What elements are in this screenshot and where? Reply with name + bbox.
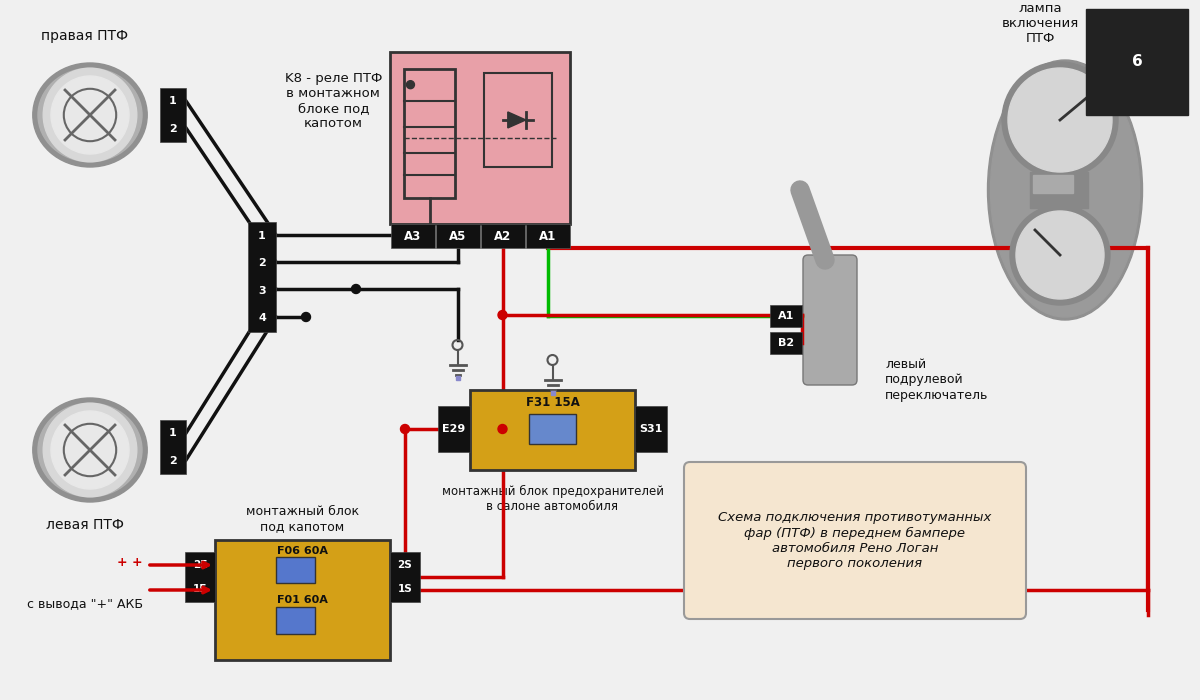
Text: F31 15A: F31 15A bbox=[526, 395, 580, 409]
Bar bbox=[276, 607, 314, 634]
Circle shape bbox=[498, 424, 508, 433]
Bar bbox=[404, 69, 455, 198]
Bar bbox=[160, 420, 186, 474]
Bar bbox=[390, 52, 570, 224]
Text: 2S: 2S bbox=[397, 559, 413, 570]
Ellipse shape bbox=[32, 398, 148, 502]
Text: S31: S31 bbox=[640, 424, 662, 434]
Text: 6: 6 bbox=[1132, 55, 1142, 69]
Text: A5: A5 bbox=[449, 230, 466, 242]
Bar bbox=[770, 305, 802, 327]
Text: 3: 3 bbox=[258, 286, 266, 295]
Text: 1: 1 bbox=[169, 97, 176, 106]
Text: 1: 1 bbox=[258, 231, 266, 241]
Text: A2: A2 bbox=[494, 230, 511, 242]
Bar bbox=[436, 224, 480, 248]
Circle shape bbox=[50, 76, 130, 154]
Text: K8 - реле ПТФ
в монтажном
блоке под
капотом: K8 - реле ПТФ в монтажном блоке под капо… bbox=[284, 72, 382, 130]
Ellipse shape bbox=[32, 63, 148, 167]
Text: 1S: 1S bbox=[397, 584, 413, 594]
Text: 1: 1 bbox=[169, 428, 176, 438]
Bar bbox=[635, 406, 667, 452]
Bar bbox=[770, 332, 802, 354]
Text: монтажный блок
под капотом: монтажный блок под капотом bbox=[246, 505, 359, 533]
Text: 2: 2 bbox=[258, 258, 266, 268]
Ellipse shape bbox=[990, 63, 1140, 317]
Ellipse shape bbox=[38, 68, 142, 162]
Bar bbox=[1030, 172, 1088, 208]
Bar bbox=[526, 224, 570, 248]
Text: лампа
включения
ПТФ: лампа включения ПТФ bbox=[1001, 2, 1079, 45]
Text: 2E: 2E bbox=[193, 559, 208, 570]
Circle shape bbox=[407, 80, 414, 89]
Circle shape bbox=[498, 311, 508, 319]
Circle shape bbox=[43, 68, 137, 162]
Circle shape bbox=[1008, 68, 1112, 172]
Bar bbox=[551, 391, 554, 395]
Bar bbox=[390, 224, 434, 248]
Circle shape bbox=[1010, 205, 1110, 305]
Text: A1: A1 bbox=[778, 311, 794, 321]
Text: 1E: 1E bbox=[193, 584, 208, 594]
Bar bbox=[480, 224, 524, 248]
Text: Схема подключения противотуманных
фар (ПТФ) в переднем бампере
автомобиля Рено Л: Схема подключения противотуманных фар (П… bbox=[719, 512, 991, 570]
Text: E29: E29 bbox=[443, 424, 466, 434]
Bar bbox=[1033, 175, 1073, 193]
Text: 4: 4 bbox=[258, 314, 266, 323]
Text: A3: A3 bbox=[404, 230, 421, 242]
Bar bbox=[390, 552, 420, 602]
Polygon shape bbox=[508, 112, 526, 128]
Text: F06 60A: F06 60A bbox=[277, 546, 328, 556]
Ellipse shape bbox=[988, 60, 1142, 320]
Text: F01 60A: F01 60A bbox=[277, 595, 328, 605]
Bar bbox=[160, 88, 186, 142]
Circle shape bbox=[352, 284, 360, 293]
Text: + +: + + bbox=[118, 556, 143, 570]
Circle shape bbox=[43, 403, 137, 497]
Bar bbox=[456, 376, 460, 380]
Bar bbox=[438, 406, 470, 452]
Bar bbox=[215, 540, 390, 660]
Ellipse shape bbox=[38, 403, 142, 497]
Text: правая ПТФ: правая ПТФ bbox=[42, 29, 128, 43]
FancyBboxPatch shape bbox=[684, 462, 1026, 619]
Bar bbox=[484, 73, 552, 167]
Bar bbox=[276, 556, 314, 583]
Circle shape bbox=[1002, 62, 1118, 178]
Text: B2: B2 bbox=[778, 338, 794, 348]
Bar bbox=[529, 414, 576, 444]
Bar bbox=[470, 390, 635, 470]
Bar bbox=[248, 222, 276, 332]
Circle shape bbox=[1016, 211, 1104, 299]
FancyBboxPatch shape bbox=[803, 255, 857, 385]
Text: 2: 2 bbox=[169, 123, 176, 134]
Circle shape bbox=[50, 411, 130, 489]
Text: левый
подрулевой
переключатель: левый подрулевой переключатель bbox=[886, 358, 989, 402]
Bar bbox=[185, 552, 215, 602]
Bar bbox=[1093, 97, 1111, 110]
Circle shape bbox=[301, 312, 311, 321]
Text: монтажный блок предохранителей
в салоне автомобиля: монтажный блок предохранителей в салоне … bbox=[442, 485, 664, 513]
Text: A1: A1 bbox=[539, 230, 556, 242]
Circle shape bbox=[401, 424, 409, 433]
Text: 2: 2 bbox=[169, 456, 176, 466]
Text: с вывода "+" АКБ: с вывода "+" АКБ bbox=[28, 598, 143, 610]
Text: левая ПТФ: левая ПТФ bbox=[46, 518, 124, 532]
